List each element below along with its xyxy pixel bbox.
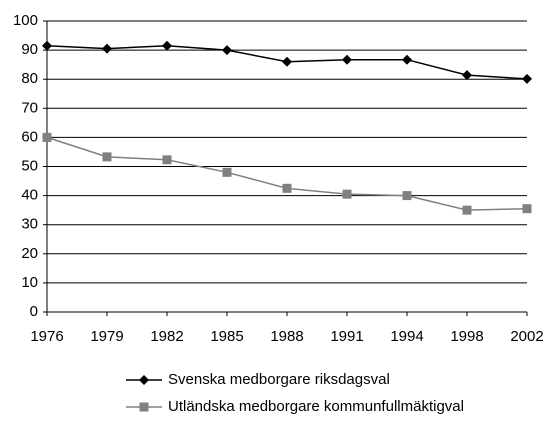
marker [462,205,472,215]
marker [42,132,52,142]
x-tick-label: 2002 [510,328,543,345]
marker [462,70,472,81]
y-tick-label: 60 [21,128,38,145]
x-tick-label: 1998 [450,328,483,345]
marker [522,73,532,84]
marker [342,189,352,199]
marker [282,56,292,67]
y-tick-label: 90 [21,41,38,58]
y-tick-label: 20 [21,245,38,262]
x-tick-label: 1991 [330,328,363,345]
legend-label: Utländska medborgare kommunfullmäktigval [168,398,464,415]
y-tick-label: 100 [13,12,38,29]
y-tick-label: 70 [21,99,38,116]
legend-label: Svenska medborgare riksdagsval [168,371,390,388]
marker [102,152,112,162]
marker [222,167,232,177]
marker [162,155,172,165]
y-tick-label: 0 [30,303,38,320]
marker [222,45,232,56]
y-tick-label: 30 [21,216,38,233]
y-tick-label: 80 [21,70,38,87]
marker [402,191,412,201]
marker [282,183,292,193]
marker [162,40,172,51]
y-tick-label: 40 [21,187,38,204]
marker [522,204,532,214]
y-tick-label: 10 [21,274,38,291]
x-tick-label: 1985 [210,328,243,345]
y-tick-label: 50 [21,157,38,174]
series-line [46,136,528,211]
marker [102,43,112,54]
marker [342,54,352,65]
x-tick-label: 1994 [390,328,423,345]
marker [139,402,149,412]
x-tick-label: 1988 [270,328,303,345]
x-tick-label: 1982 [150,328,183,345]
marker [42,40,52,51]
marker [402,54,412,65]
x-tick-label: 1976 [30,328,63,345]
x-tick-label: 1979 [90,328,123,345]
marker [139,375,149,385]
